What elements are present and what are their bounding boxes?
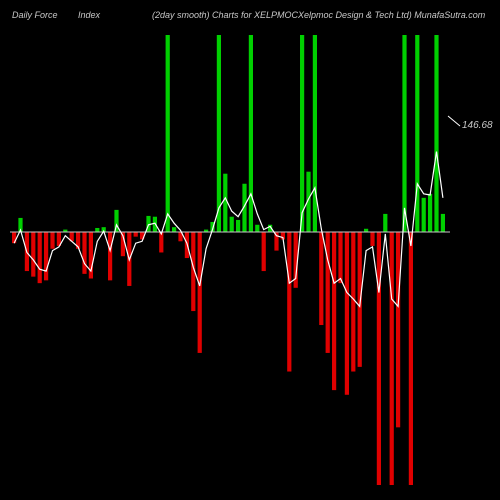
negative-bar bbox=[351, 232, 355, 372]
chart-title-part-3: Xelpmoc Design & Tech Ltd) MunafaSutra.c… bbox=[297, 10, 486, 20]
positive-bar bbox=[172, 227, 176, 232]
positive-bar bbox=[217, 35, 221, 232]
price-annotation: 146.68 bbox=[462, 120, 493, 131]
positive-bar bbox=[313, 35, 317, 232]
negative-bar bbox=[108, 232, 112, 280]
negative-bar bbox=[370, 232, 374, 246]
negative-bar bbox=[262, 232, 266, 271]
force-index-chart: Daily Force Index (2day smooth) Charts for… bbox=[0, 0, 500, 500]
positive-bar bbox=[95, 228, 99, 232]
negative-bar bbox=[50, 232, 54, 249]
positive-bar bbox=[255, 225, 259, 232]
negative-bar bbox=[31, 232, 35, 277]
negative-bar bbox=[345, 232, 349, 395]
negative-bar bbox=[82, 232, 86, 274]
negative-bar bbox=[390, 232, 394, 485]
negative-bar bbox=[287, 232, 291, 372]
positive-bar bbox=[223, 174, 227, 232]
negative-bar bbox=[134, 232, 138, 237]
negative-bar bbox=[396, 232, 400, 427]
positive-bar bbox=[428, 194, 432, 232]
positive-bar bbox=[249, 35, 253, 232]
positive-bar bbox=[236, 220, 240, 232]
negative-bar bbox=[198, 232, 202, 353]
positive-bar bbox=[230, 217, 234, 232]
positive-bar bbox=[441, 214, 445, 232]
chart-title-part-0: Daily Force bbox=[12, 10, 58, 20]
negative-bar bbox=[358, 232, 362, 367]
positive-bar bbox=[166, 35, 170, 232]
chart-title-part-1: Index bbox=[78, 10, 101, 20]
negative-bar bbox=[332, 232, 336, 390]
negative-bar bbox=[409, 232, 413, 485]
negative-bar bbox=[338, 232, 342, 283]
positive-bar bbox=[434, 35, 438, 232]
chart-title-part-2: (2day smooth) Charts for XELPMOC bbox=[152, 10, 299, 20]
negative-bar bbox=[377, 232, 381, 485]
positive-bar bbox=[422, 198, 426, 232]
positive-bar bbox=[300, 35, 304, 232]
positive-bar bbox=[402, 35, 406, 232]
negative-bar bbox=[319, 232, 323, 325]
positive-bar bbox=[383, 214, 387, 232]
negative-bar bbox=[159, 232, 163, 252]
chart-canvas: Daily Force Index (2day smooth) Charts for… bbox=[0, 0, 500, 500]
negative-bar bbox=[44, 232, 48, 280]
negative-bar bbox=[38, 232, 42, 283]
